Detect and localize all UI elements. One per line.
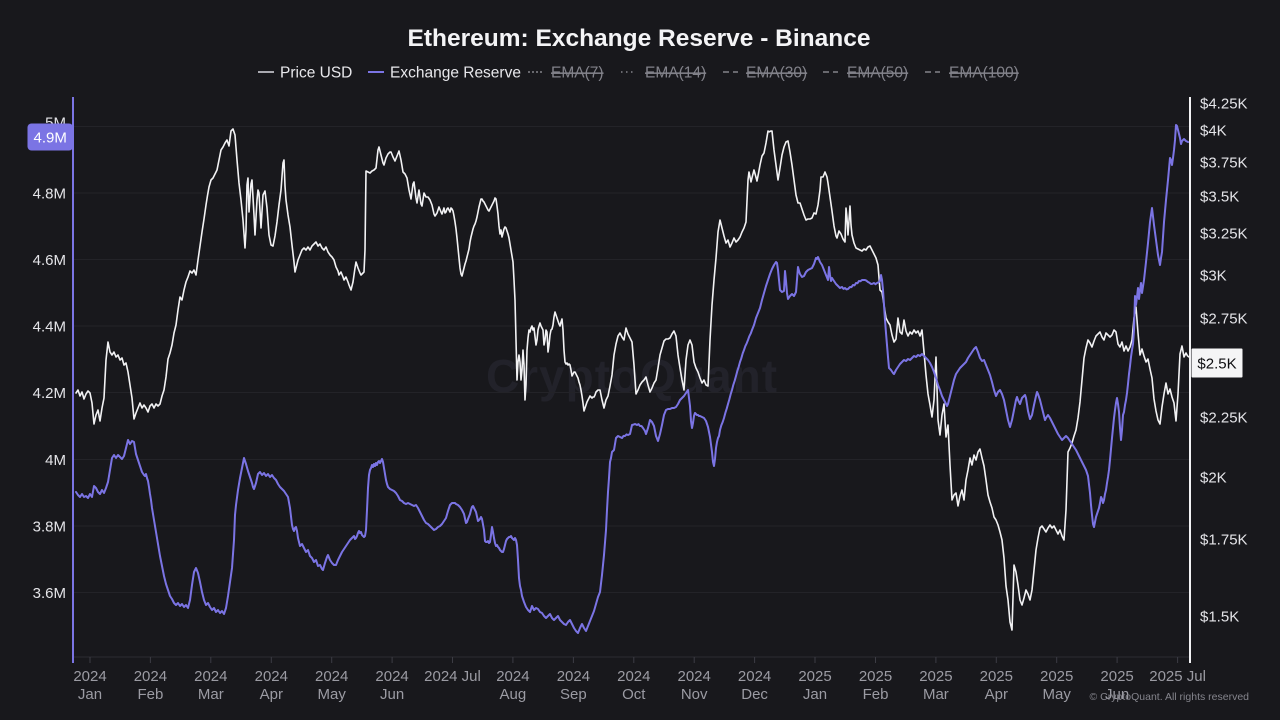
svg-text:2024 Jul: 2024 Jul — [424, 668, 481, 685]
svg-text:2024: 2024 — [617, 668, 650, 685]
svg-text:Price USD: Price USD — [280, 65, 352, 82]
svg-text:$3.25K: $3.25K — [1200, 226, 1248, 243]
svg-text:© CryptoQuant. All rights rese: © CryptoQuant. All rights reserved — [1090, 691, 1250, 703]
svg-text:2025: 2025 — [798, 668, 831, 685]
svg-text:2024: 2024 — [557, 668, 590, 685]
svg-text:3.6M: 3.6M — [33, 585, 66, 602]
svg-text:2025: 2025 — [859, 668, 892, 685]
svg-text:$1.75K: $1.75K — [1200, 532, 1248, 549]
svg-text:2024: 2024 — [194, 668, 227, 685]
svg-text:Jun: Jun — [1105, 686, 1129, 703]
svg-text:Feb: Feb — [137, 686, 163, 703]
svg-text:2025: 2025 — [1040, 668, 1073, 685]
svg-text:2025 Jul: 2025 Jul — [1149, 668, 1206, 685]
svg-text:Ethereum: Exchange Reserve - B: Ethereum: Exchange Reserve - Binance — [408, 25, 871, 52]
svg-text:$4.25K: $4.25K — [1200, 96, 1248, 113]
svg-text:2024: 2024 — [738, 668, 771, 685]
svg-text:2025: 2025 — [1100, 668, 1133, 685]
svg-text:$3.5K: $3.5K — [1200, 189, 1239, 206]
svg-text:Nov: Nov — [681, 686, 708, 703]
svg-text:4.9M: 4.9M — [34, 130, 67, 147]
svg-text:Mar: Mar — [923, 686, 949, 703]
svg-text:$1.5K: $1.5K — [1200, 609, 1239, 626]
svg-text:$3.75K: $3.75K — [1200, 155, 1248, 172]
svg-text:4M: 4M — [45, 452, 66, 469]
svg-text:CryptoQuant: CryptoQuant — [486, 350, 778, 402]
svg-text:Mar: Mar — [198, 686, 224, 703]
svg-text:Jan: Jan — [78, 686, 102, 703]
svg-text:May: May — [1043, 686, 1072, 703]
svg-text:Apr: Apr — [985, 686, 1008, 703]
svg-text:4.2M: 4.2M — [33, 385, 66, 402]
svg-text:EMA(7): EMA(7) — [551, 65, 604, 82]
svg-text:3.8M: 3.8M — [33, 519, 66, 536]
svg-text:2024: 2024 — [73, 668, 106, 685]
svg-text:$2K: $2K — [1200, 470, 1227, 487]
svg-text:EMA(30): EMA(30) — [746, 65, 807, 82]
svg-text:$2.25K: $2.25K — [1200, 410, 1248, 427]
svg-text:2024: 2024 — [255, 668, 288, 685]
svg-text:Oct: Oct — [622, 686, 646, 703]
svg-text:Feb: Feb — [863, 686, 889, 703]
svg-text:EMA(50): EMA(50) — [847, 65, 908, 82]
svg-text:EMA(14): EMA(14) — [645, 65, 706, 82]
svg-text:Sep: Sep — [560, 686, 587, 703]
svg-text:$3K: $3K — [1200, 268, 1227, 285]
svg-text:Jun: Jun — [380, 686, 404, 703]
svg-text:4.8M: 4.8M — [33, 186, 66, 203]
svg-text:2025: 2025 — [919, 668, 952, 685]
svg-text:2024: 2024 — [375, 668, 408, 685]
svg-text:4.4M: 4.4M — [33, 319, 66, 336]
svg-text:2024: 2024 — [678, 668, 711, 685]
svg-text:2024: 2024 — [496, 668, 529, 685]
svg-text:Apr: Apr — [260, 686, 283, 703]
svg-text:$2.5K: $2.5K — [1197, 356, 1236, 373]
svg-text:EMA(100): EMA(100) — [949, 65, 1019, 82]
svg-text:2025: 2025 — [980, 668, 1013, 685]
svg-text:$4K: $4K — [1200, 123, 1227, 140]
svg-text:May: May — [318, 686, 347, 703]
svg-text:Jan: Jan — [803, 686, 827, 703]
svg-text:2024: 2024 — [134, 668, 167, 685]
svg-text:Aug: Aug — [500, 686, 527, 703]
svg-text:2024: 2024 — [315, 668, 348, 685]
svg-text:4.6M: 4.6M — [33, 252, 66, 269]
svg-text:$2.75K: $2.75K — [1200, 311, 1248, 328]
svg-text:Exchange Reserve: Exchange Reserve — [390, 65, 521, 82]
svg-text:Dec: Dec — [741, 686, 768, 703]
